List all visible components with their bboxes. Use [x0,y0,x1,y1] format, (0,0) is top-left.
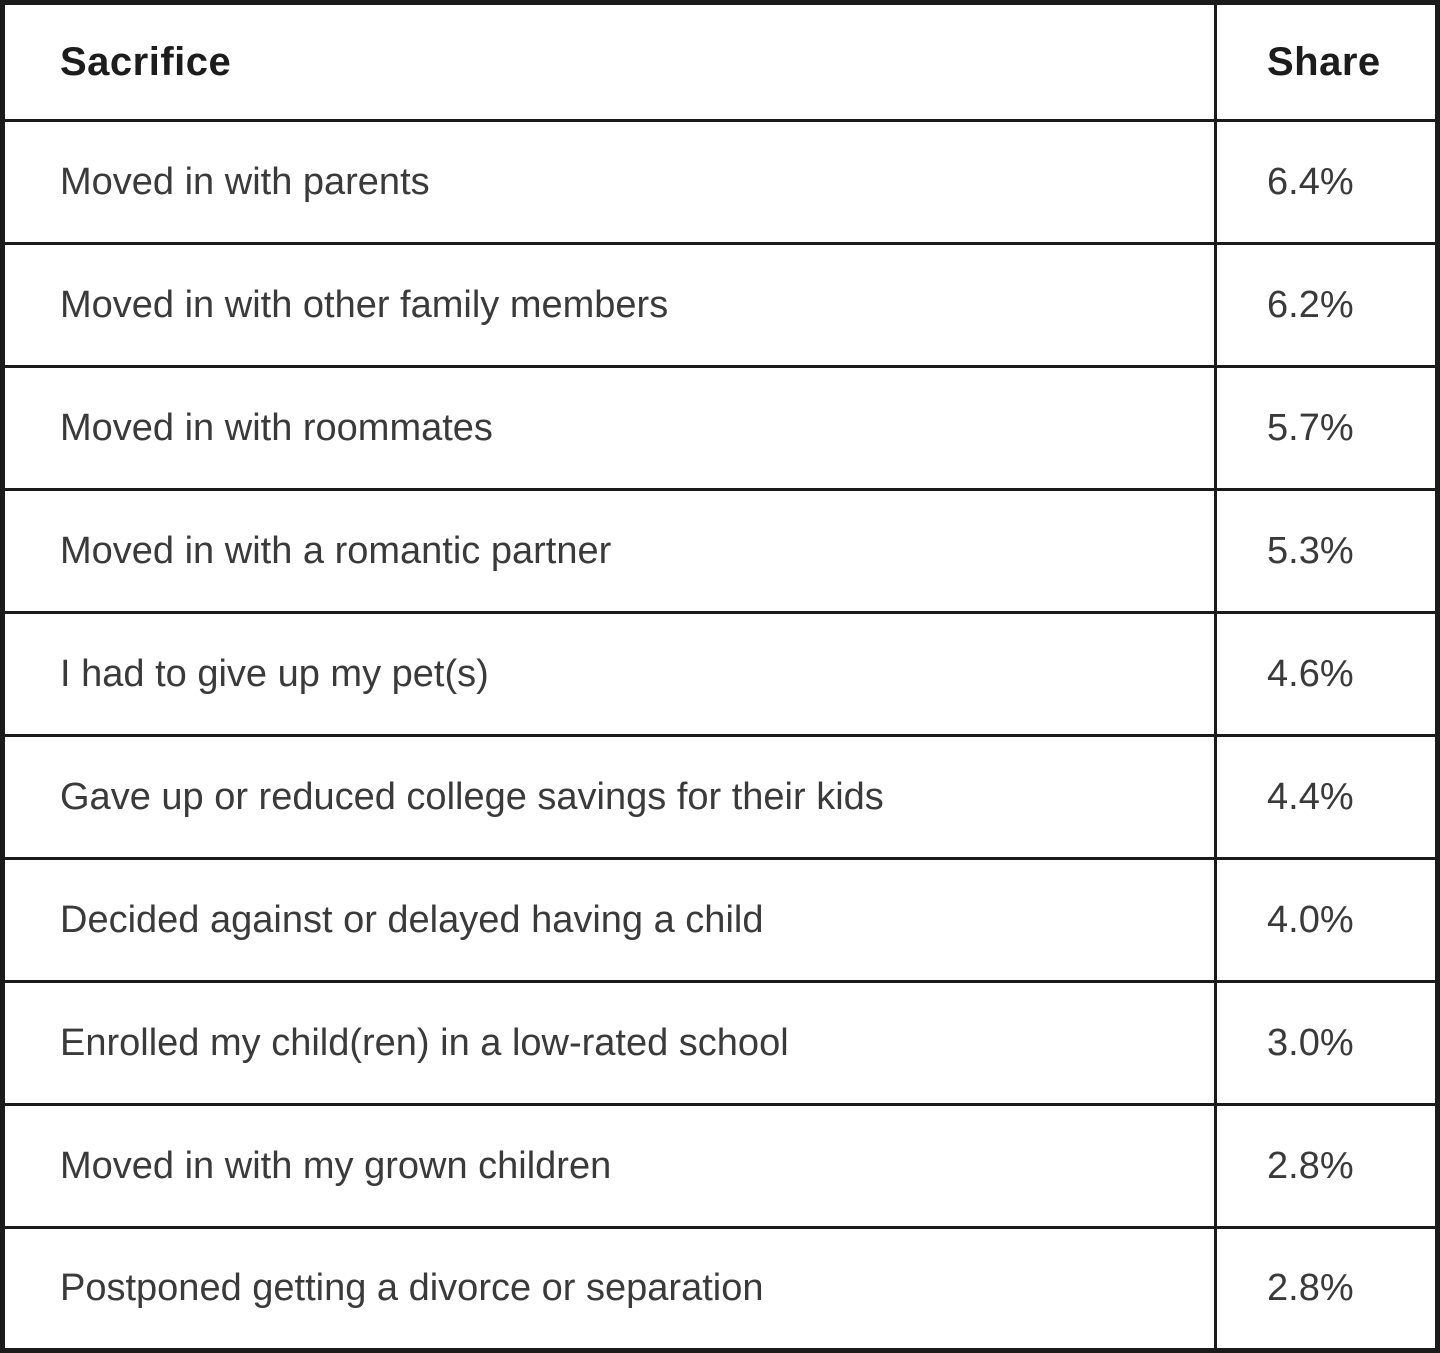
column-header-share: Share [1214,1,1439,122]
sacrifice-cell: Enrolled my child(ren) in a low-rated sc… [1,980,1217,1106]
sacrifice-cell: Moved in with a romantic partner [1,488,1217,614]
share-cell: 4.4% [1214,734,1439,860]
sacrifice-cell: Decided against or delayed having a chil… [1,857,1217,983]
share-cell: 5.7% [1214,365,1439,491]
share-cell: 6.4% [1214,119,1439,245]
share-cell: 6.2% [1214,242,1439,368]
sacrifice-cell: Gave up or reduced college savings for t… [1,734,1217,860]
sacrifice-cell: Moved in with other family members [1,242,1217,368]
share-cell: 2.8% [1214,1226,1439,1352]
table-row: Moved in with a romantic partner 5.3% [1,488,1439,614]
share-cell: 2.8% [1214,1103,1439,1229]
sacrifice-cell: I had to give up my pet(s) [1,611,1217,737]
share-cell: 4.6% [1214,611,1439,737]
table-row: Postponed getting a divorce or separatio… [1,1226,1439,1352]
sacrifice-cell: Postponed getting a divorce or separatio… [1,1226,1217,1352]
table-row: I had to give up my pet(s) 4.6% [1,611,1439,737]
share-cell: 4.0% [1214,857,1439,983]
table-row: Moved in with roommates 5.7% [1,365,1439,491]
table-row: Moved in with my grown children 2.8% [1,1103,1439,1229]
sacrifice-cell: Moved in with parents [1,119,1217,245]
table-row: Enrolled my child(ren) in a low-rated sc… [1,980,1439,1106]
table-header-row: Sacrifice Share [1,1,1439,122]
share-cell: 3.0% [1214,980,1439,1106]
sacrifice-cell: Moved in with my grown children [1,1103,1217,1229]
table-row: Decided against or delayed having a chil… [1,857,1439,983]
share-cell: 5.3% [1214,488,1439,614]
column-header-sacrifice: Sacrifice [1,1,1217,122]
table-row: Gave up or reduced college savings for t… [1,734,1439,860]
table-row: Moved in with parents 6.4% [1,119,1439,245]
sacrifice-cell: Moved in with roommates [1,365,1217,491]
table-row: Moved in with other family members 6.2% [1,242,1439,368]
